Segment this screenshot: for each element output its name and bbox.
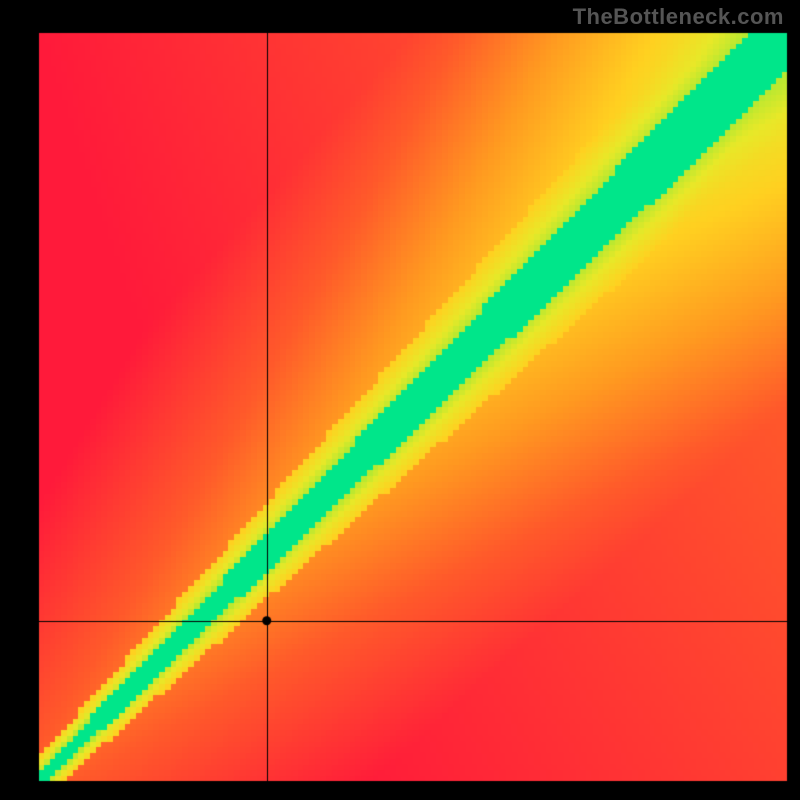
watermark-text: TheBottleneck.com xyxy=(573,4,784,30)
heatmap-canvas xyxy=(0,0,800,800)
